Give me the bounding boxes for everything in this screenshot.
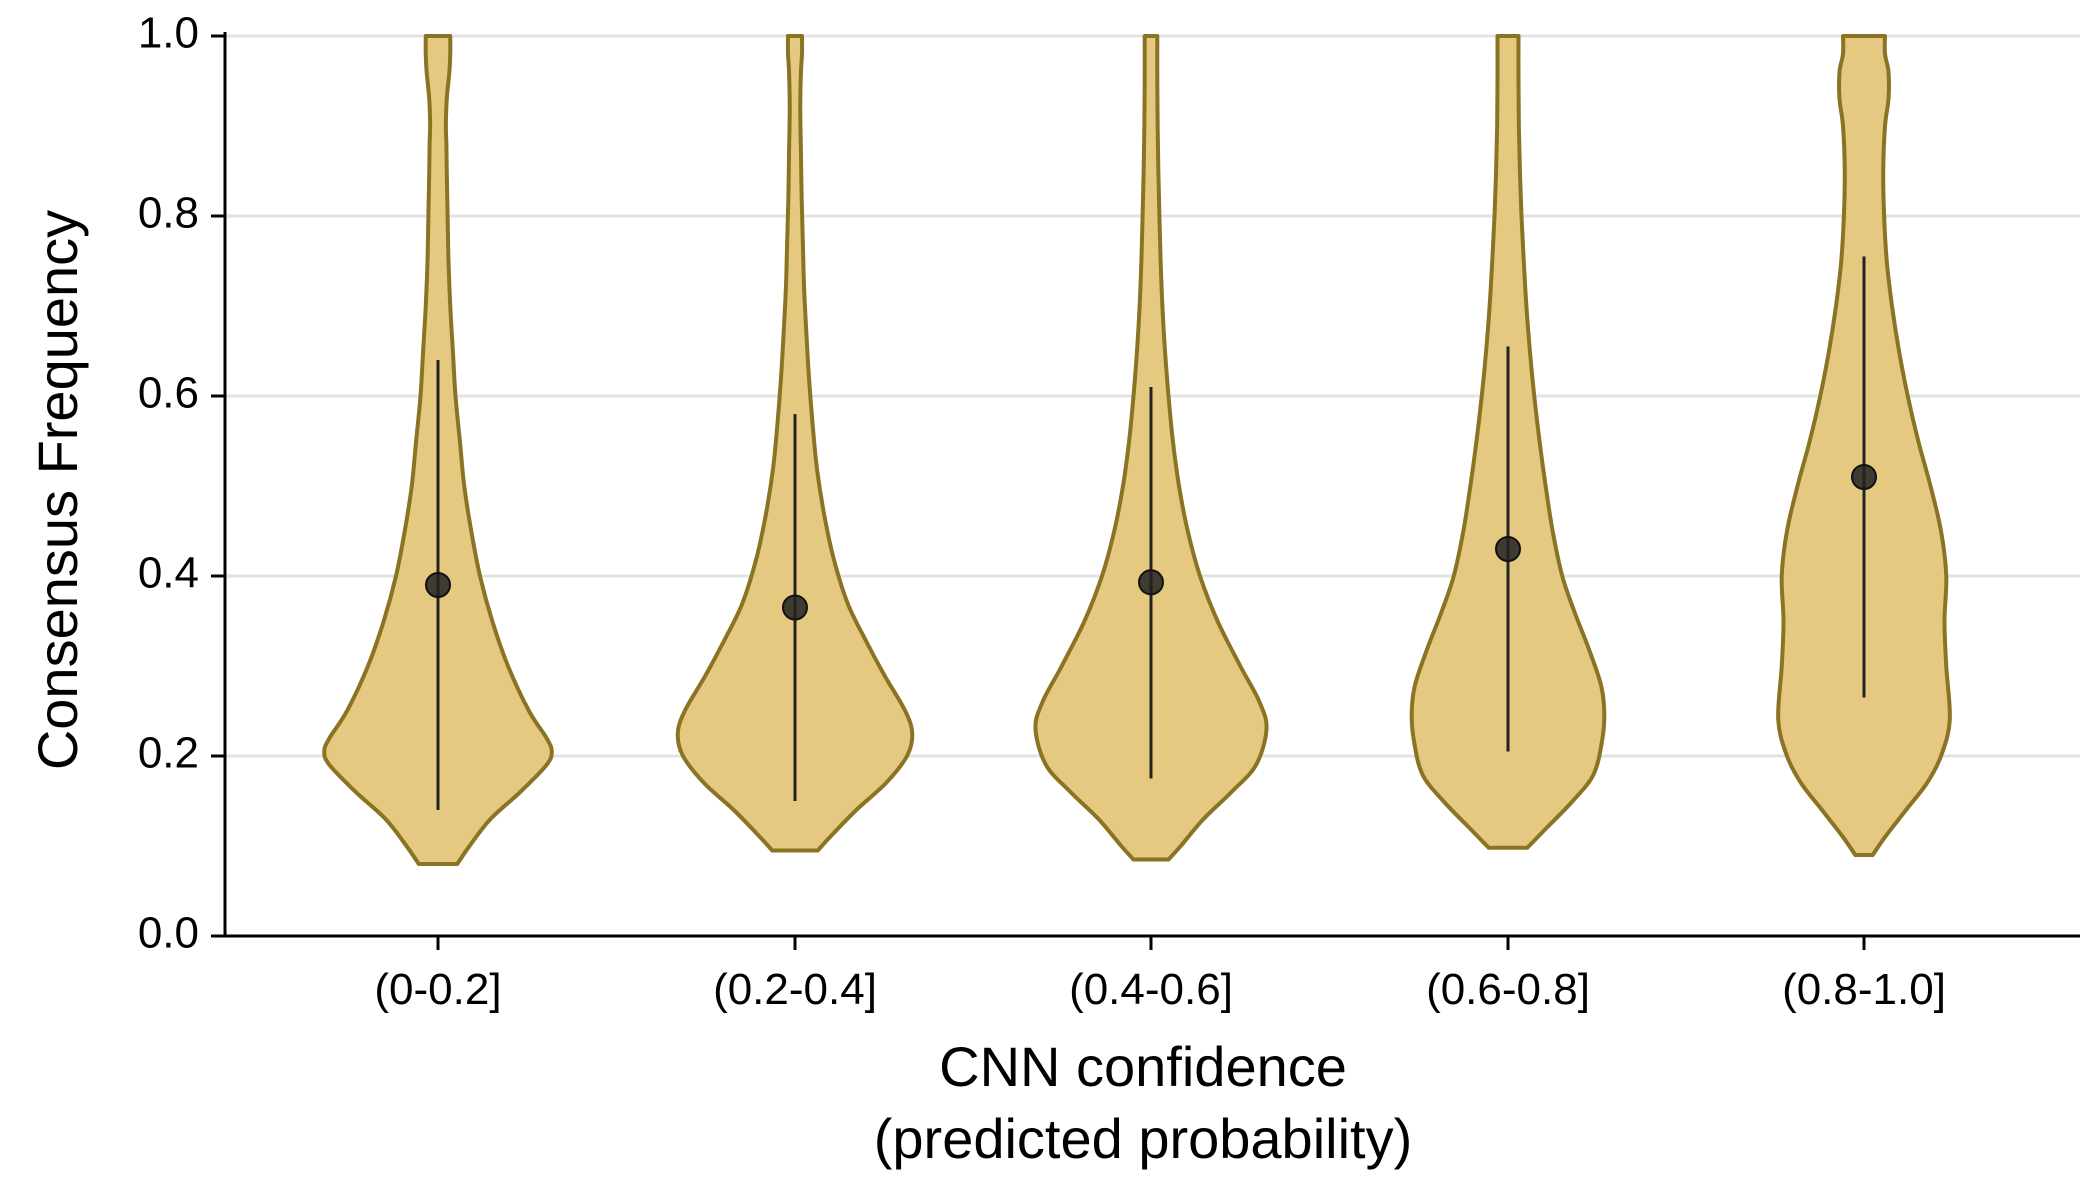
y-tick-label: 0.4 [138,549,199,598]
summary-layer [425,256,1877,810]
x-tick-label: (0.8-1.0] [1782,965,1946,1014]
mean-point-3 [1138,569,1164,596]
x-tick-label: (0.2-0.4] [713,965,877,1014]
mean-point-4 [1495,536,1521,562]
y-axis-title: Consensus Frequency [26,210,89,770]
violin-layer [322,34,1952,866]
y-tick-label: 0.0 [138,909,199,958]
x-tick-label: (0-0.2] [374,965,501,1014]
y-tick-label: 0.8 [138,189,199,238]
y-tick-label: 0.6 [138,369,199,418]
x-axis-title-line2: (predicted probability) [874,1107,1412,1170]
y-tick-label: 0.2 [138,729,199,778]
x-tick-label: (0.4-0.6] [1069,965,1233,1014]
x-tick-label: (0.6-0.8] [1426,965,1590,1014]
y-tick-label: 1.0 [138,9,199,58]
mean-point-5 [1851,464,1877,490]
mean-point-2 [782,594,808,621]
x-axis-title-line1: CNN confidence [939,1035,1347,1098]
axes: 0.0 0.2 0.4 0.6 0.8 1.0 (0-0.2] (0.2-0.4] (0.4-0… [138,9,2080,1014]
mean-point-1 [425,572,451,598]
